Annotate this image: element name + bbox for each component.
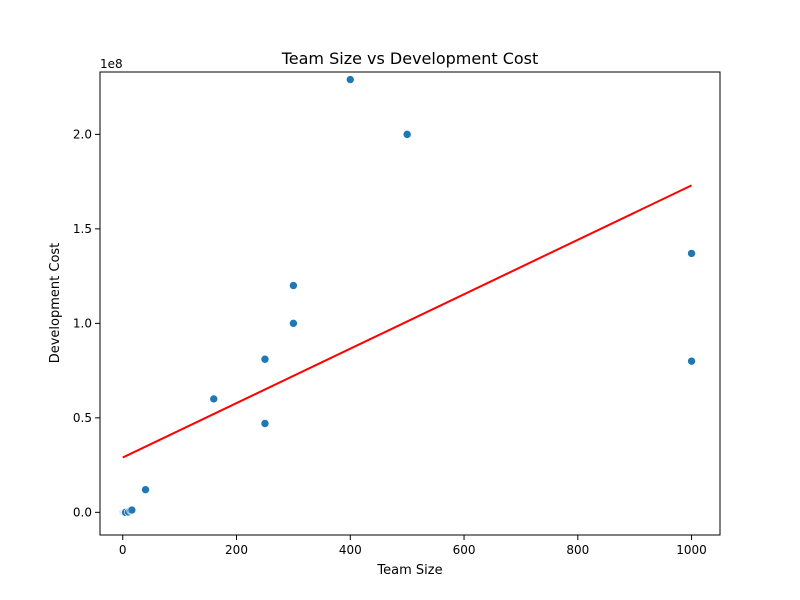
data-points <box>119 75 696 517</box>
data-point <box>141 485 150 494</box>
trend-line-layer <box>122 184 692 459</box>
plot-frame <box>99 71 721 536</box>
x-tick-label: 0 <box>119 543 127 557</box>
data-point <box>289 319 298 328</box>
y-axis-ticks: 0.0 0.5 1.0 1.5 2.0 <box>73 127 100 519</box>
data-point <box>687 249 696 258</box>
data-point <box>260 354 270 364</box>
plot-area <box>99 71 721 536</box>
data-point <box>345 75 355 84</box>
y-axis-label: Development Cost <box>48 243 63 364</box>
y-tick-label: 0.5 <box>73 411 92 425</box>
x-axis-ticks: 0 200 400 600 800 1000 <box>119 535 707 557</box>
data-point <box>127 505 137 515</box>
data-point <box>209 394 219 404</box>
x-axis-label: Team Size <box>376 563 442 578</box>
data-point <box>289 281 298 290</box>
y-tick-label: 2.0 <box>73 127 92 141</box>
y-axis-exponent: 1e8 <box>100 57 123 71</box>
x-tick-label: 800 <box>566 543 589 557</box>
data-point <box>402 130 412 139</box>
y-tick-label: 0.0 <box>73 505 92 519</box>
x-tick-label: 400 <box>339 543 362 557</box>
data-point <box>260 419 270 428</box>
x-tick-label: 1000 <box>676 543 707 557</box>
x-tick-label: 600 <box>453 543 476 557</box>
y-tick-label: 1.0 <box>73 316 92 330</box>
y-tick-label: 1.5 <box>73 222 92 236</box>
x-tick-label: 200 <box>225 543 248 557</box>
chart-title: Team Size vs Development Cost <box>281 49 539 68</box>
data-point <box>687 356 696 366</box>
trend-line <box>122 184 692 459</box>
